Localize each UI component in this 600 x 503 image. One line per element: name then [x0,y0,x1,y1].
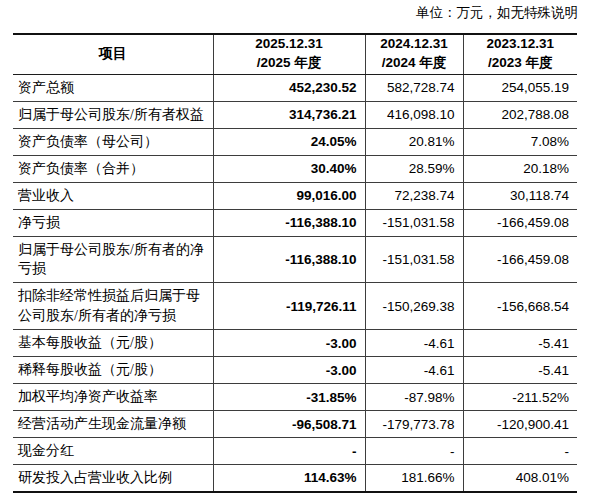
value-2024: 72,238.74 [365,182,463,209]
value-2025: -3.00 [213,330,365,357]
row-label: 现金分红 [13,438,213,465]
value-2024: -4.61 [365,330,463,357]
value-2024: -151,031.58 [365,236,463,283]
row-label: 资产负债率（母公司） [13,128,213,155]
period-year: /2023 年度 [464,54,578,73]
table-row: 基本每股收益（元/股）-3.00-4.61-5.41 [13,330,577,357]
table-row: 经营活动产生现金流量净额-96,508.71-179,773.78-120,90… [13,411,577,438]
row-label: 资产总额 [13,74,213,101]
table-row: 营业收入99,016.0072,238.7430,118.74 [13,182,577,209]
value-2025: 114.63% [213,465,365,492]
row-label: 资产负债率（合并） [13,155,213,182]
value-2025: 99,016.00 [213,182,365,209]
value-2023: 20.18% [463,155,577,182]
value-2025: 314,736.21 [213,101,365,128]
value-2023: -156,668.54 [463,283,577,330]
value-2024: -87.98% [365,384,463,411]
table-row: 资产总额452,230.52582,728.74254,055.19 [13,74,577,101]
value-2025: -116,388.10 [213,209,365,236]
value-2024: 28.59% [365,155,463,182]
row-label: 加权平均净资产收益率 [13,384,213,411]
value-2024: -4.61 [365,357,463,384]
value-2023: -120,900.41 [463,411,577,438]
value-2025: -119,726.11 [213,283,365,330]
table-row: 归属于母公司股东/所有者的净亏损-116,388.10-151,031.58-1… [13,236,577,283]
value-2024: -150,269.38 [365,283,463,330]
period-date: 2024.12.31 [366,35,463,54]
value-2023: 30,118.74 [463,182,577,209]
period-date: 2023.12.31 [464,35,578,54]
table-row: 归属于母公司股东/所有者权益314,736.21416,098.10202,78… [13,101,577,128]
value-2023: -211.52% [463,384,577,411]
value-2025: -96,508.71 [213,411,365,438]
document-page: 单位：万元，如无特殊说明 项目 2025.12.31 /2025 年度 2024… [0,0,600,503]
table-row: 资产负债率（合并）30.40%28.59%20.18% [13,155,577,182]
value-2023: -5.41 [463,330,577,357]
row-label: 研发投入占营业收入比例 [13,465,213,492]
value-2023: - [463,438,577,465]
period-year: /2025 年度 [214,54,365,73]
value-2024: -151,031.58 [365,209,463,236]
value-2024: 416,098.10 [365,101,463,128]
column-header-period-2023: 2023.12.31 /2023 年度 [463,34,577,74]
column-header-period-2025: 2025.12.31 /2025 年度 [213,34,365,74]
table-row: 净亏损-116,388.10-151,031.58-166,459.08 [13,209,577,236]
row-label: 归属于母公司股东/所有者权益 [13,101,213,128]
column-header-item: 项目 [13,34,213,74]
value-2024: - [365,438,463,465]
period-date: 2025.12.31 [214,35,365,54]
period-year: /2024 年度 [366,54,463,73]
value-2023: -5.41 [463,357,577,384]
value-2023: -166,459.08 [463,209,577,236]
table-row: 加权平均净资产收益率-31.85%-87.98%-211.52% [13,384,577,411]
value-2024: 582,728.74 [365,74,463,101]
row-label: 稀释每股收益（元/股） [13,357,213,384]
column-header-period-2024: 2024.12.31 /2024 年度 [365,34,463,74]
value-2025: - [213,438,365,465]
value-2025: 24.05% [213,128,365,155]
value-2025: -3.00 [213,357,365,384]
value-2025: -116,388.10 [213,236,365,283]
value-2023: -166,459.08 [463,236,577,283]
table-row: 稀释每股收益（元/股）-3.00-4.61-5.41 [13,357,577,384]
row-label: 经营活动产生现金流量净额 [13,411,213,438]
row-label: 归属于母公司股东/所有者的净亏损 [13,236,213,283]
table-row: 研发投入占营业收入比例114.63%181.66%408.01% [13,465,577,492]
row-label: 营业收入 [13,182,213,209]
row-label: 扣除非经常性损益后归属于母公司股东/所有者的净亏损 [13,283,213,330]
value-2024: 20.81% [365,128,463,155]
row-label: 基本每股收益（元/股） [13,330,213,357]
value-2025: 30.40% [213,155,365,182]
row-label: 净亏损 [13,209,213,236]
value-2024: 181.66% [365,465,463,492]
value-2024: -179,773.78 [365,411,463,438]
table-header-row: 项目 2025.12.31 /2025 年度 2024.12.31 /2024 … [13,34,577,74]
value-2023: 408.01% [463,465,577,492]
value-2025: 452,230.52 [213,74,365,101]
financial-summary-table: 项目 2025.12.31 /2025 年度 2024.12.31 /2024 … [13,33,577,493]
table-row: 资产负债率（母公司）24.05%20.81%7.08% [13,128,577,155]
value-2025: -31.85% [213,384,365,411]
table-body: 资产总额452,230.52582,728.74254,055.19归属于母公司… [13,74,577,492]
unit-note: 单位：万元，如无特殊说明 [416,4,578,22]
value-2023: 202,788.08 [463,101,577,128]
value-2023: 254,055.19 [463,74,577,101]
value-2023: 7.08% [463,128,577,155]
table-row: 扣除非经常性损益后归属于母公司股东/所有者的净亏损-119,726.11-150… [13,283,577,330]
table-row: 现金分红--- [13,438,577,465]
